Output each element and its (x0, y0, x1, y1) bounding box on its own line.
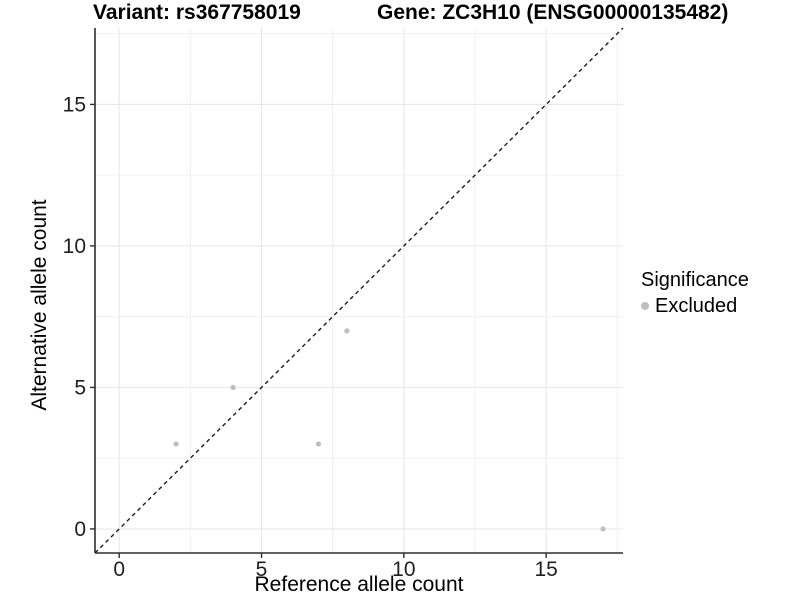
y-tick-label: 5 (74, 376, 86, 399)
data-point (344, 328, 350, 334)
legend-point-icon (641, 302, 649, 310)
y-tick-label: 15 (63, 93, 86, 116)
legend-item: Excluded (641, 295, 749, 317)
y-tick-label: 0 (74, 518, 86, 541)
data-point (230, 384, 236, 391)
data-point (600, 526, 606, 532)
plot-title-gene: Gene: ZC3H10 (ENSG00000135482) (377, 1, 729, 24)
x-tick-label: 10 (392, 558, 415, 581)
data-point (315, 441, 322, 447)
x-tick-label: 15 (534, 558, 557, 581)
x-axis-title: Reference allele count (254, 573, 464, 596)
plot-title-variant: Variant: rs367758019 (93, 1, 301, 24)
x-tick-label: 5 (256, 558, 268, 581)
identity-dashed-line (94, 27, 624, 554)
legend: Significance Excluded (641, 268, 749, 317)
legend-title: Significance (641, 269, 749, 291)
legend-item-label: Excluded (655, 295, 738, 317)
x-tick-label: 0 (113, 558, 125, 581)
legend-items: Excluded (641, 295, 749, 317)
data-point (173, 441, 179, 447)
y-tick-label: 10 (63, 235, 86, 258)
y-axis-title: Alternative allele count (28, 199, 51, 411)
